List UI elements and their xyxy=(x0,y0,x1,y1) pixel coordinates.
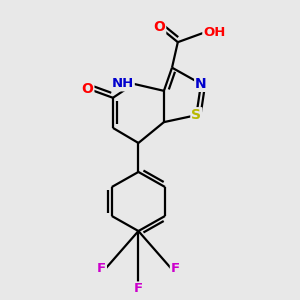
Text: O: O xyxy=(153,20,165,34)
Text: F: F xyxy=(97,262,106,275)
Text: S: S xyxy=(191,108,201,122)
Text: O: O xyxy=(82,82,93,95)
Text: F: F xyxy=(171,262,180,275)
Text: N: N xyxy=(195,77,207,91)
Text: F: F xyxy=(134,283,143,296)
Text: OH: OH xyxy=(203,26,226,39)
Text: NH: NH xyxy=(112,77,134,90)
